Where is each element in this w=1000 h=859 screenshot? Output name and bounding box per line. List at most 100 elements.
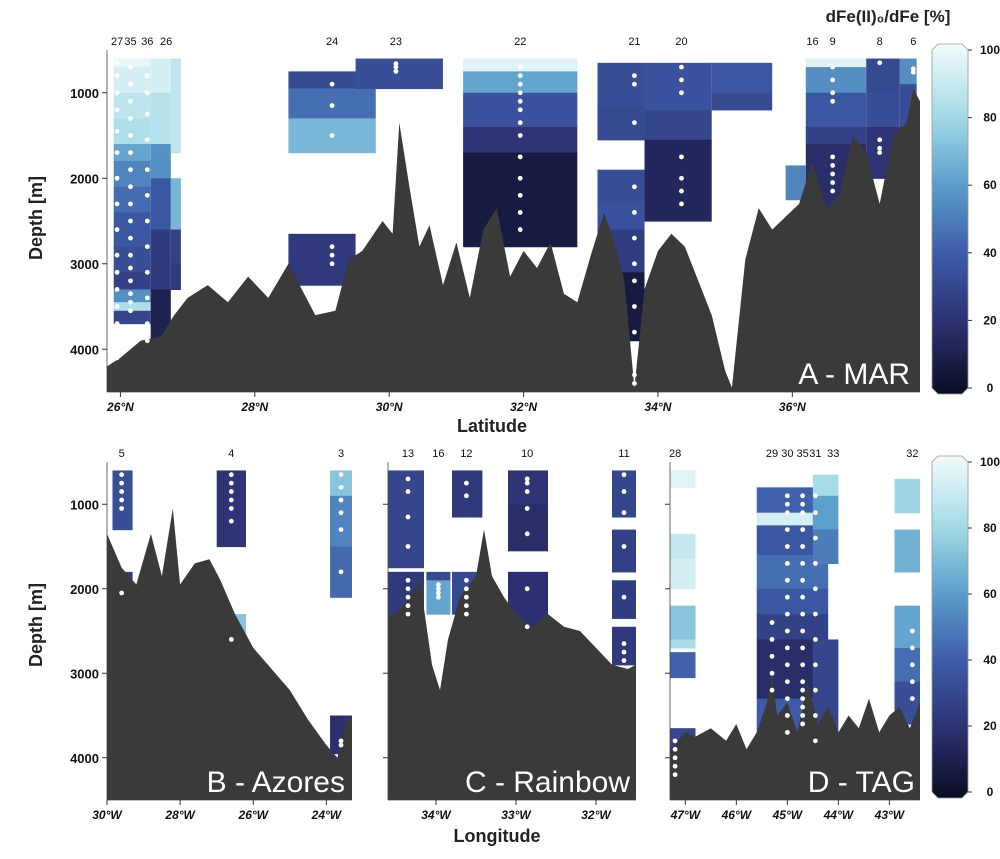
- heatmap-cell: [150, 58, 171, 94]
- station-label: 27: [111, 36, 123, 48]
- station-label: 35: [797, 448, 809, 460]
- sample-point: [621, 544, 627, 549]
- sample-point: [830, 77, 836, 83]
- colorbar-tick-label: 80: [983, 111, 997, 125]
- heatmap-cell: [150, 144, 171, 179]
- station-label: 5: [119, 448, 125, 460]
- sample-point: [329, 103, 335, 108]
- sample-point: [800, 544, 806, 549]
- sample-point: [338, 484, 344, 490]
- heatmap-cell: [288, 71, 376, 90]
- station-label: 36: [141, 36, 153, 48]
- colorbar-bottom-ticks: 0 20 40 60 80 100: [968, 455, 1000, 799]
- heatmap-cell: [463, 152, 578, 248]
- sample-point: [338, 738, 344, 744]
- heatmap-cell: [812, 529, 839, 564]
- sample-point: [784, 611, 790, 617]
- sample-point: [800, 594, 806, 600]
- sample-point: [800, 662, 806, 668]
- sample-point: [524, 476, 530, 482]
- sample-point: [877, 60, 883, 66]
- sample-point: [144, 295, 150, 301]
- sample-point: [464, 611, 469, 617]
- station-label: 22: [514, 36, 526, 48]
- x-axis-label-bottom: Longitude: [454, 826, 541, 846]
- sample-point: [830, 180, 836, 185]
- sample-point: [128, 218, 133, 224]
- sample-point: [517, 154, 523, 160]
- sample-point: [784, 577, 790, 583]
- station-label: 28: [669, 448, 681, 460]
- sample-point: [524, 480, 530, 486]
- y-tick-label: 1000: [70, 497, 99, 512]
- heatmap-cell: [756, 614, 829, 641]
- x-tick-label: 28°W: [164, 808, 196, 822]
- sample-point: [144, 321, 150, 326]
- x-tick-label: 30°N: [376, 400, 403, 414]
- heatmap-cell: [894, 478, 920, 514]
- sample-point: [830, 90, 836, 96]
- heatmap-cell: [670, 652, 696, 679]
- station-label: 11: [618, 448, 629, 460]
- sample-point: [144, 218, 150, 224]
- sample-point: [632, 73, 637, 79]
- sample-point: [524, 586, 530, 592]
- station-label: 31: [809, 448, 821, 460]
- sample-point: [114, 355, 120, 361]
- sample-point: [813, 561, 818, 566]
- sample-point: [128, 64, 133, 70]
- colorbar-tick-label: 40: [983, 653, 997, 667]
- sample-point: [813, 637, 818, 642]
- x-tick-label: 34°N: [645, 400, 672, 414]
- sample-point: [128, 252, 133, 258]
- sample-point: [128, 150, 133, 156]
- colorbar-tick-label: 0: [987, 785, 994, 799]
- colorbar-tick-label: 80: [983, 521, 997, 535]
- heatmap-cell: [113, 289, 151, 303]
- sample-point: [393, 61, 399, 67]
- colorbar-top: 0 20 40 60 80 100: [931, 43, 1000, 395]
- sample-point: [329, 244, 335, 250]
- heatmap-cell: [866, 58, 900, 94]
- heatmap-cell: [113, 310, 151, 325]
- y-tick-label: 4000: [70, 342, 99, 357]
- heatmap-cell: [756, 512, 829, 526]
- sample-point: [464, 586, 469, 592]
- y-tick-label: 3000: [70, 666, 99, 681]
- sample-point: [144, 137, 150, 143]
- sample-point: [813, 535, 818, 541]
- sample-point: [679, 201, 684, 207]
- sample-point: [632, 346, 637, 352]
- x-tick-label: 24°W: [311, 808, 343, 822]
- sample-point: [338, 497, 344, 503]
- plot-area: [388, 470, 636, 800]
- x-tick-label: 28°N: [240, 400, 268, 414]
- sample-point: [144, 269, 150, 275]
- colorbar-tick-label: 40: [983, 246, 997, 260]
- sample-point: [517, 107, 523, 113]
- heatmap-cell: [670, 470, 696, 488]
- colorbar-title: dFe(II)₀/dFe [%]: [826, 7, 951, 26]
- y-tick-label: 2000: [70, 582, 99, 597]
- sample-point: [877, 150, 883, 156]
- sample-point: [813, 611, 818, 617]
- heatmap-cell: [113, 58, 151, 68]
- y-axis-label-top: Depth [m]: [26, 176, 46, 260]
- sample-point: [119, 506, 125, 511]
- sample-point: [517, 133, 523, 138]
- sample-point: [800, 561, 806, 566]
- sample-point: [632, 278, 637, 284]
- sample-point: [784, 713, 790, 718]
- sample-point: [329, 81, 335, 87]
- sample-point: [128, 308, 133, 314]
- sample-point: [784, 510, 790, 516]
- bathymetry-profile: [388, 529, 636, 800]
- sample-point: [114, 338, 120, 344]
- x-tick-label: 36°N: [779, 400, 806, 414]
- heatmap-cell: [597, 62, 645, 107]
- sample-point: [672, 772, 678, 778]
- sample-point: [621, 658, 627, 663]
- sample-point: [464, 577, 469, 583]
- heatmap-cell: [150, 92, 171, 145]
- heatmap-cell: [612, 470, 636, 518]
